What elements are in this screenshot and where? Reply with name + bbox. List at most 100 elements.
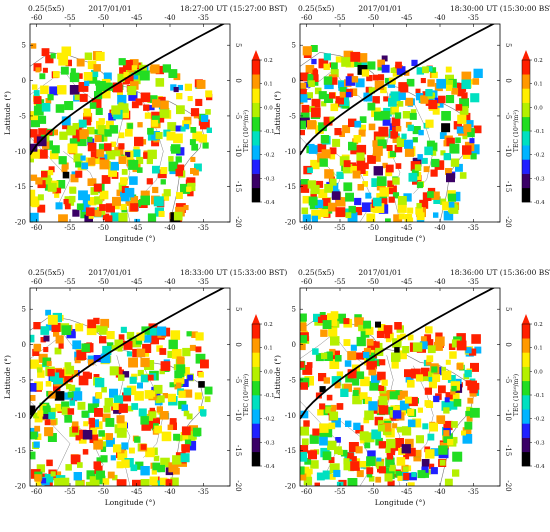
tec-cell bbox=[168, 339, 178, 350]
tec-cell bbox=[180, 183, 190, 194]
tec-cell bbox=[442, 201, 451, 211]
tec-cell bbox=[403, 472, 411, 481]
tec-cell bbox=[73, 153, 83, 163]
tec-cell bbox=[324, 169, 334, 179]
tec-cell bbox=[322, 320, 332, 329]
tec-cell bbox=[65, 59, 72, 67]
tec-cell bbox=[401, 426, 412, 436]
tec-cell bbox=[434, 160, 445, 170]
tec-cell bbox=[173, 87, 179, 93]
tec-cell bbox=[470, 362, 479, 372]
lon-tick-label-bottom: -55 bbox=[334, 488, 345, 496]
tec-cell bbox=[46, 361, 52, 367]
tec-cell bbox=[405, 97, 414, 106]
colorbar-segment bbox=[522, 116, 530, 132]
lat-tick-label-right: -10 bbox=[504, 146, 512, 157]
tec-cell bbox=[404, 139, 414, 149]
tec-cell bbox=[195, 98, 203, 106]
tec-cell bbox=[78, 436, 87, 444]
solar-terminator-line bbox=[30, 288, 226, 420]
tec-cell bbox=[78, 190, 88, 201]
lon-tick-label-top: -40 bbox=[434, 14, 445, 22]
tec-cell bbox=[300, 179, 309, 187]
tec-cell bbox=[304, 81, 311, 88]
tec-cell bbox=[383, 325, 393, 334]
colorbar-tick-label: -0.2 bbox=[264, 417, 275, 423]
tec-cell bbox=[82, 371, 90, 379]
tec-cell bbox=[406, 379, 415, 388]
tec-cell bbox=[302, 365, 313, 375]
tec-cell bbox=[47, 433, 57, 442]
tec-cell bbox=[441, 401, 452, 411]
lat-tick-label-right: 0 bbox=[234, 342, 242, 346]
tec-cell bbox=[69, 400, 75, 406]
tec-cell bbox=[411, 59, 418, 66]
lat-tick-label-left: 5 bbox=[292, 42, 296, 50]
tec-cell bbox=[60, 477, 70, 486]
tec-cell bbox=[356, 371, 365, 379]
tec-cell bbox=[84, 52, 93, 60]
tec-cell bbox=[102, 413, 111, 422]
tec-cell bbox=[329, 178, 337, 186]
tec-cell bbox=[124, 75, 134, 84]
tec-cell bbox=[350, 51, 361, 62]
tec-cell bbox=[147, 149, 157, 160]
tec-cell bbox=[93, 317, 100, 325]
tec-cell bbox=[415, 435, 424, 444]
tec-cell bbox=[58, 55, 69, 66]
tec-cell bbox=[67, 408, 75, 415]
tec-cell bbox=[398, 213, 405, 220]
tec-cell bbox=[104, 397, 114, 407]
tec-cell bbox=[329, 473, 336, 480]
tec-cell bbox=[95, 392, 103, 399]
map-plot-area bbox=[30, 24, 226, 222]
tec-cell bbox=[300, 410, 309, 419]
lon-tick-label-bottom: -45 bbox=[401, 488, 412, 496]
tec-cell bbox=[72, 123, 79, 130]
tec-cell bbox=[330, 77, 338, 85]
tec-cell bbox=[117, 94, 127, 105]
tec-cell bbox=[311, 107, 321, 118]
tec-cell bbox=[374, 111, 383, 121]
tec-cell bbox=[411, 472, 417, 478]
tec-cell bbox=[387, 480, 395, 486]
tec-cell bbox=[79, 93, 88, 102]
tec-cell bbox=[93, 374, 100, 380]
tec-cell bbox=[374, 203, 385, 213]
tec-cell bbox=[317, 143, 327, 153]
lat-tick-label-right: -20 bbox=[234, 216, 242, 227]
tec-cell bbox=[456, 340, 467, 351]
tec-cell bbox=[86, 325, 97, 336]
tec-cell bbox=[128, 91, 138, 101]
tec-cell bbox=[405, 374, 414, 383]
tec-cell bbox=[300, 445, 309, 454]
tec-cell bbox=[153, 455, 160, 462]
tec-cell bbox=[33, 90, 40, 96]
tec-cell bbox=[190, 108, 200, 117]
tec-cell bbox=[118, 212, 128, 222]
tec-cell bbox=[345, 212, 352, 219]
tec-cell bbox=[175, 206, 185, 217]
tec-cell bbox=[426, 66, 433, 72]
tec-cell bbox=[311, 58, 317, 65]
tec-cell bbox=[45, 309, 51, 316]
tec-cell bbox=[112, 82, 123, 93]
tec-cell bbox=[416, 212, 425, 221]
tec-cell bbox=[472, 78, 480, 85]
colorbar-segment bbox=[252, 116, 260, 132]
tec-cell bbox=[147, 213, 157, 222]
tec-cell bbox=[300, 473, 307, 481]
tec-cell bbox=[37, 367, 43, 373]
tec-cell bbox=[94, 129, 100, 135]
lat-tick-label-left: -5 bbox=[19, 376, 26, 384]
tec-cell bbox=[83, 194, 90, 201]
tec-cell bbox=[376, 457, 382, 463]
tec-cell bbox=[173, 433, 180, 441]
tec-cell bbox=[170, 477, 179, 486]
tec-cell bbox=[420, 336, 427, 343]
tec-cell bbox=[34, 425, 41, 432]
tec-cell bbox=[320, 135, 330, 144]
tec-cell bbox=[373, 197, 382, 207]
tec-cell bbox=[445, 392, 453, 400]
tec-cell bbox=[153, 417, 160, 425]
